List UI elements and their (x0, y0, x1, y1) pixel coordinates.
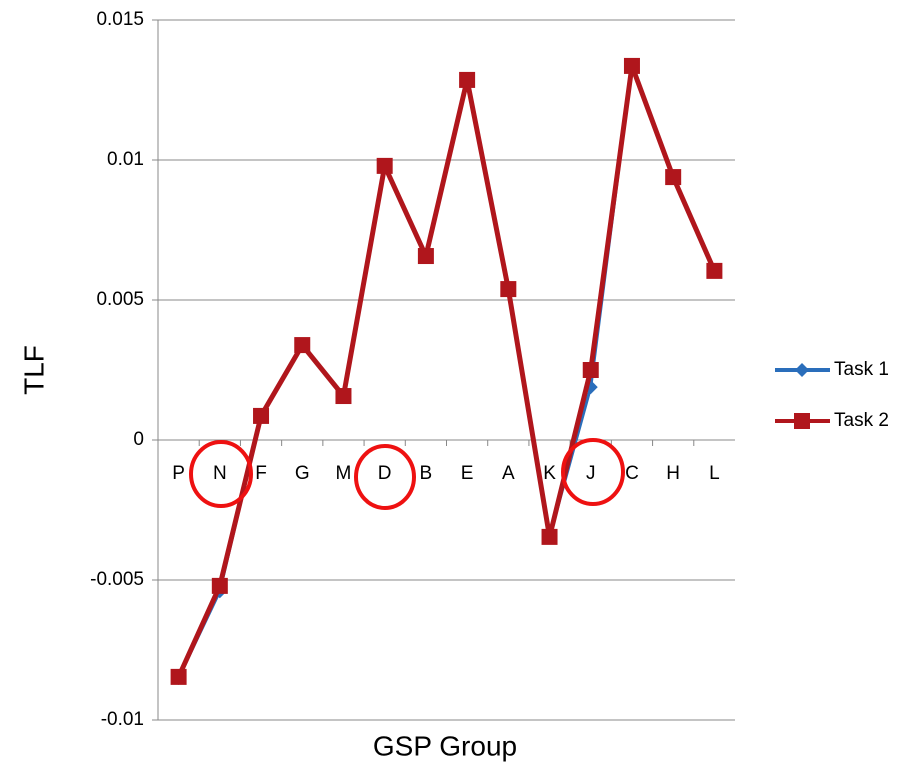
marker (795, 363, 809, 377)
x-axis-title: GSP Group (373, 730, 517, 761)
x-tick-label: G (295, 463, 310, 484)
marker (500, 281, 517, 298)
x-tick-label: D (378, 463, 392, 484)
y-tick-label: 0.005 (96, 289, 144, 310)
x-tick-label: F (255, 463, 267, 484)
marker (294, 337, 311, 354)
x-tick-label: J (586, 463, 596, 484)
x-tick-label: M (336, 463, 352, 484)
highlight-circle (561, 438, 625, 506)
marker (794, 413, 810, 429)
highlight-circle (189, 440, 253, 508)
x-tick-label: K (543, 463, 556, 484)
marker (623, 57, 640, 74)
x-tick-label: H (666, 463, 680, 484)
marker (253, 407, 270, 424)
legend-label: Task 2 (834, 410, 889, 431)
marker (582, 362, 599, 378)
marker (541, 528, 558, 545)
y-tick-label: 0.015 (96, 9, 144, 30)
x-tick-label: A (502, 463, 515, 484)
x-tick-label: L (709, 463, 720, 484)
y-tick-label: 0 (133, 429, 144, 450)
marker (376, 157, 393, 174)
x-tick-label: C (625, 463, 639, 484)
y-axis-title: TLF (18, 345, 49, 395)
x-tick-label: B (420, 463, 433, 484)
x-tick-label: P (172, 463, 185, 484)
marker (706, 262, 723, 279)
y-tick-label: -0.005 (90, 569, 144, 590)
marker (417, 248, 434, 265)
x-tick-label: E (461, 463, 474, 484)
x-tick-label: N (213, 463, 227, 484)
y-tick-label: -0.01 (101, 709, 144, 730)
marker (335, 388, 352, 405)
marker (170, 668, 187, 685)
marker (211, 577, 228, 594)
annotations (189, 438, 625, 510)
highlight-circle (354, 444, 416, 510)
legend-label: Task 1 (834, 359, 889, 380)
y-tick-label: 0.01 (107, 149, 144, 170)
marker (665, 169, 682, 186)
marker (459, 71, 476, 88)
series-line (176, 63, 717, 678)
plot-area: -0.01 -0.005 0 0.005 0.01 0.015 P N F G M D B E A K J C H L (90, 9, 735, 730)
